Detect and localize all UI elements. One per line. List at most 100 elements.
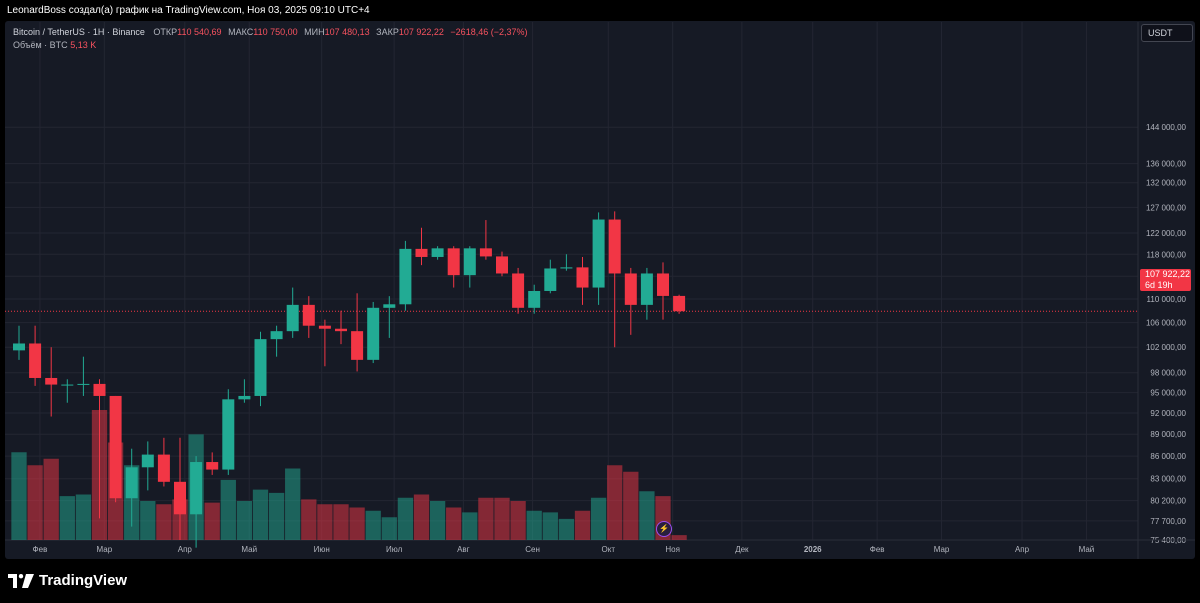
candle-body xyxy=(640,273,653,305)
volume-label[interactable]: Объём · BTC xyxy=(13,40,68,50)
volume-bar xyxy=(220,479,236,540)
volume-bar xyxy=(494,497,510,540)
volume-bar xyxy=(639,491,655,540)
bar-countdown: 6d 19h xyxy=(1145,280,1173,290)
close-value: 107 922,22 xyxy=(398,27,444,37)
x-tick-label: Май xyxy=(1079,545,1095,554)
candle-body xyxy=(222,399,235,470)
volume-bar xyxy=(59,496,75,540)
y-tick-label: 132 000,00 xyxy=(1146,179,1187,188)
candle-body xyxy=(608,219,621,274)
candle-body xyxy=(592,219,605,288)
x-tick-label: 2026 xyxy=(804,545,822,554)
candle-body xyxy=(367,307,380,360)
x-tick-label: Окт xyxy=(602,545,616,554)
y-tick-label: 136 000,00 xyxy=(1146,160,1187,169)
volume-bar xyxy=(574,510,591,540)
change-value: −2618,46 (−2,37%) xyxy=(450,27,528,37)
x-tick-label: Фев xyxy=(33,545,48,554)
candle-body xyxy=(383,304,396,308)
candle-body xyxy=(77,383,90,385)
last-price-value: 107 922,22 xyxy=(1145,269,1191,279)
y-tick-label: 86 000,00 xyxy=(1150,452,1186,461)
candle-body xyxy=(238,395,251,400)
volume-bar xyxy=(349,507,365,540)
volume-bar xyxy=(462,512,478,540)
volume-bar xyxy=(671,535,687,540)
y-tick-label: 77 700,00 xyxy=(1150,517,1186,526)
volume-bar xyxy=(75,494,92,540)
high-label: МАКС xyxy=(228,27,254,37)
y-tick-label: 98 000,00 xyxy=(1150,369,1186,378)
candle-body xyxy=(479,248,492,257)
volume-bar xyxy=(156,504,172,540)
volume-bar xyxy=(317,504,333,540)
x-tick-label: Ноя xyxy=(665,545,680,554)
volume-bar xyxy=(381,517,397,540)
candle-body xyxy=(190,462,203,515)
candle-body xyxy=(318,325,331,329)
volume-bar xyxy=(333,504,349,540)
volume-bar xyxy=(140,501,156,540)
candle-body xyxy=(206,462,219,470)
candle-body xyxy=(93,383,106,396)
volume-bar xyxy=(43,458,59,540)
x-tick-label: Фев xyxy=(870,545,885,554)
x-tick-label: Июл xyxy=(386,545,403,554)
candle-body xyxy=(302,304,315,326)
candle-body xyxy=(141,454,154,468)
volume-bar xyxy=(526,510,542,540)
x-tick-label: Апр xyxy=(178,545,193,554)
watermark-bar: LeonardBoss создал(а) график на TradingV… xyxy=(0,0,1200,22)
candle-body xyxy=(560,267,573,269)
y-tick-label: 118 000,00 xyxy=(1147,250,1187,259)
candle-body xyxy=(512,273,525,308)
volume-bar xyxy=(397,497,414,540)
volume-bar xyxy=(285,468,301,540)
x-tick-label: Мар xyxy=(934,545,950,554)
y-tick-label: 127 000,00 xyxy=(1146,203,1187,212)
volume-bar xyxy=(542,512,558,540)
candle-body xyxy=(447,248,460,276)
y-tick-label: 80 200,00 xyxy=(1150,497,1186,506)
volume-bar xyxy=(27,465,43,540)
volume-bar xyxy=(268,492,285,540)
y-tick-label: 122 000,00 xyxy=(1146,229,1187,238)
volume-value: 5,13 K xyxy=(70,40,97,50)
tradingview-logo[interactable]: TradingView xyxy=(8,572,127,589)
candle-body xyxy=(351,331,364,360)
high-value: 110 750,00 xyxy=(253,27,298,37)
candle-body xyxy=(463,248,476,276)
tv-logo-icon xyxy=(8,573,34,588)
volume-bar xyxy=(590,497,607,540)
candle-body xyxy=(254,339,267,396)
y-tick-label: 106 000,00 xyxy=(1146,319,1187,328)
candle-body xyxy=(399,248,412,305)
candle-body xyxy=(270,331,283,340)
candle-body xyxy=(335,328,347,332)
volume-bar xyxy=(558,518,575,540)
chart-credit: LeonardBoss создал(а) график на TradingV… xyxy=(7,5,370,16)
candle-body xyxy=(576,267,589,288)
volume-bar xyxy=(510,501,526,540)
x-tick-label: Июн xyxy=(314,545,330,554)
candle-body xyxy=(544,268,557,291)
lightning-icon[interactable]: ⚡ xyxy=(656,521,672,537)
x-tick-label: Сен xyxy=(525,545,540,554)
currency-selector[interactable]: USDT xyxy=(1141,24,1193,42)
x-tick-label: Авг xyxy=(457,545,470,554)
footer-bar xyxy=(0,560,1200,603)
candle-body xyxy=(528,290,541,308)
y-tick-label: 92 000,00 xyxy=(1150,409,1186,418)
candle-body xyxy=(286,304,299,332)
open-value: 110 540,69 xyxy=(177,27,222,37)
candle-body xyxy=(431,248,444,257)
y-tick-label: 95 000,00 xyxy=(1150,389,1186,398)
candle-body xyxy=(415,248,428,257)
symbol-label[interactable]: Bitcoin / TetherUS · 1H · Binance xyxy=(13,27,145,37)
volume-bar xyxy=(204,502,220,540)
candle-body xyxy=(61,384,74,386)
y-tick-label: 110 000,00 xyxy=(1147,295,1187,304)
volume-bar xyxy=(413,494,430,540)
